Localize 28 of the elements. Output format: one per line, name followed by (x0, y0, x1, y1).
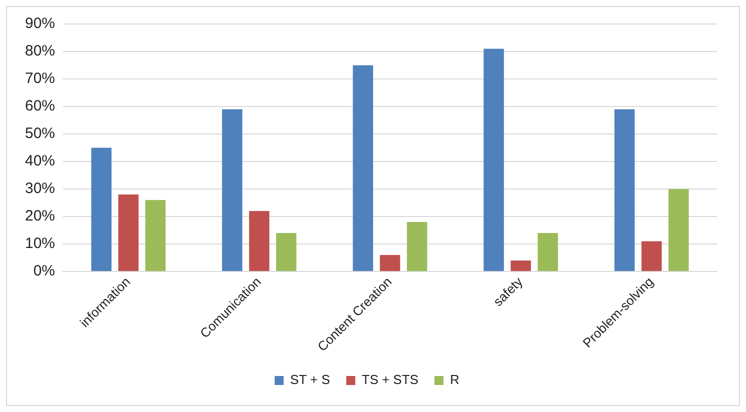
y-tick-label: 40% (24, 152, 56, 170)
y-tick-label: 60% (24, 98, 56, 115)
bar (614, 109, 635, 271)
bar (641, 241, 662, 271)
bar (249, 210, 270, 271)
bar (145, 200, 166, 271)
y-tick-label: 10% (24, 235, 56, 252)
bar (91, 148, 112, 271)
y-tick-label: 70% (24, 70, 56, 88)
legend-label: TS + STS (362, 372, 419, 388)
legend-label: ST + S (290, 372, 330, 388)
y-tick-label: 30% (24, 180, 56, 198)
bar (406, 222, 428, 271)
bar (380, 254, 400, 271)
y-tick-label: 50% (24, 125, 56, 142)
bar (118, 194, 139, 271)
bar (352, 65, 374, 271)
y-tick-label: 0% (33, 262, 56, 280)
bar (538, 232, 558, 271)
bar (510, 260, 531, 271)
bar (276, 232, 296, 271)
y-tick-label: 20% (24, 208, 56, 225)
y-tick-label: 80% (24, 42, 56, 60)
bar (484, 48, 504, 271)
bar (222, 109, 242, 271)
bar (668, 188, 689, 271)
y-tick-label: 90% (24, 15, 56, 32)
legend-label: R (450, 372, 460, 388)
